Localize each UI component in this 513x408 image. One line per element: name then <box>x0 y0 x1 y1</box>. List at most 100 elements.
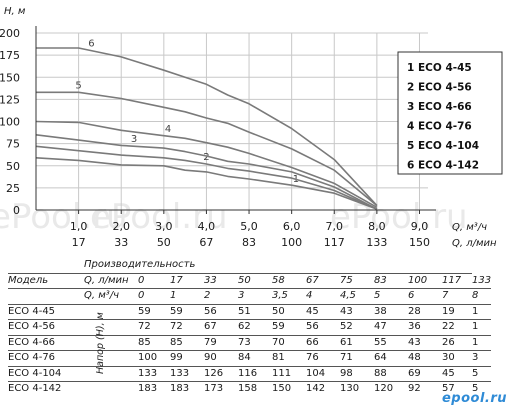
head-value: 73 <box>238 335 272 351</box>
x-tick-label-m3h: 5,0 <box>240 220 258 233</box>
head-value: 85 <box>170 335 204 351</box>
head-value: 52 <box>340 319 374 336</box>
head-value: 45 <box>306 304 340 320</box>
q-m3h-value: 1 <box>170 288 204 305</box>
napor-cell <box>84 335 138 351</box>
legend-entry: ECO 4-142 <box>418 160 479 172</box>
table-row: ECO 4-45 59 59 56 51 50 45 43 38 28 19 1 <box>8 304 492 320</box>
legend-entry: ECO 4-66 <box>418 101 472 113</box>
x-tick-label-m3h: 7,0 <box>326 220 344 233</box>
y-tick-label: 25 <box>6 182 20 195</box>
q-m3h-value: 3 <box>238 288 272 305</box>
head-value: 19 <box>442 304 472 320</box>
head-value: 81 <box>272 350 306 367</box>
y-tick-label: 50 <box>6 160 20 173</box>
x-tick-label-m3h: 8,0 <box>368 220 386 233</box>
grid-lines <box>36 32 428 210</box>
axes-layer: 02550751001251501752001,0172,0333,0504,0… <box>0 6 497 249</box>
napor-label: Напор (H), м <box>95 312 106 374</box>
head-value: 36 <box>408 319 442 336</box>
head-value: 22 <box>442 319 472 336</box>
head-value: 5 <box>472 383 479 395</box>
napor-cell <box>84 382 138 397</box>
head-value: 62 <box>238 319 272 336</box>
q-m3h-label: Q, м³/ч <box>84 288 138 305</box>
head-value: 59 <box>138 304 170 320</box>
head-value: 142 <box>306 383 326 395</box>
x-tick-label-lmin: 83 <box>242 236 256 249</box>
napor-cell <box>84 319 138 336</box>
head-value: 57 <box>442 383 455 395</box>
head-value: 48 <box>408 350 442 367</box>
x-tick-label-m3h: 3,0 <box>155 220 173 233</box>
head-value: 126 <box>204 366 238 382</box>
model-label: Модель <box>8 273 84 289</box>
watermark-text: ePool.ru <box>330 197 468 237</box>
legend: 1 ECO 4-45 2 ECO 4-56 3 ECO 4-66 4 ECO 4-76 5 ECO… <box>397 51 503 175</box>
x-tick-label-m3h: 4,0 <box>198 220 216 233</box>
x-tick-label-lmin: 17 <box>72 236 86 249</box>
head-value: 99 <box>170 350 204 367</box>
legend-entry: ECO 4-104 <box>418 140 479 152</box>
head-value: 183 <box>170 383 190 395</box>
table-row: ECO 4-76 100 99 90 84 81 76 71 64 48 30 3 <box>8 350 492 367</box>
q-m3h-value: 3,5 <box>272 288 306 305</box>
q-lmin-value: 83 <box>374 273 408 289</box>
head-value: 1 <box>472 335 492 351</box>
y-tick-label: 200 <box>0 27 20 40</box>
head-value: 59 <box>170 304 204 320</box>
x-unit-m3h: Q, м³/ч <box>452 222 487 233</box>
y-axis-label: H, м <box>4 6 26 17</box>
legend-entry: ECO 4-45 <box>418 62 472 74</box>
q-m3h-value: 0 <box>138 288 170 305</box>
head-value: 64 <box>374 350 408 367</box>
watermark-text: ePool.ru <box>0 197 128 237</box>
head-value: 56 <box>306 319 340 336</box>
table-row: ECO 4-56 72 72 67 62 59 56 52 47 36 22 1 <box>8 319 492 336</box>
model-name: ECO 4-76 <box>8 350 84 367</box>
q-m3h-row: Q, м³/ч 0 1 2 3 3,5 4 4,5 5 6 7 8 <box>8 288 492 305</box>
y-tick-label: 0 <box>13 204 20 217</box>
head-value: 88 <box>374 366 408 382</box>
legend-number: 2 <box>407 82 414 94</box>
curve-5 <box>36 91 378 207</box>
blank-cell <box>8 258 84 274</box>
head-value: 72 <box>170 319 204 336</box>
head-value: 130 <box>340 383 360 395</box>
x-tick-label-lmin: 133 <box>366 236 387 249</box>
curve-3 <box>35 134 378 210</box>
legend-entry: ECO 4-76 <box>418 121 472 133</box>
head-value: 158 <box>238 383 258 395</box>
head-value: 56 <box>204 304 238 320</box>
legend-number: 6 <box>407 160 414 172</box>
curve-number-label: 4 <box>165 124 171 135</box>
head-value: 71 <box>340 350 374 367</box>
x-tick-label-m3h: 1,0 <box>70 220 88 233</box>
head-value: 43 <box>408 335 442 351</box>
watermark-text: ePool.ru <box>90 197 228 237</box>
q-lmin-value: 50 <box>238 273 272 289</box>
model-name: ECO 4-56 <box>8 319 84 336</box>
x-tick-label-lmin: 150 <box>409 236 430 249</box>
x-tick-label-lmin: 33 <box>114 236 128 249</box>
head-value: 100 <box>138 350 170 367</box>
table-row: ECO 4-66 85 85 79 73 70 66 61 55 43 26 1 <box>8 335 492 351</box>
head-value: 51 <box>238 304 272 320</box>
y-tick-label: 125 <box>0 93 20 106</box>
q-lmin-value: 75 <box>340 273 374 289</box>
legend-number: 5 <box>407 140 414 152</box>
head-value: 45 <box>442 366 472 382</box>
head-value: 38 <box>374 304 408 320</box>
legend-number: 1 <box>407 62 414 74</box>
q-lmin-label: Q, л/мин <box>84 273 138 289</box>
legend-box <box>397 51 503 175</box>
head-value: 85 <box>138 335 170 351</box>
head-value: 1 <box>472 304 492 320</box>
spec-table-wrap: Производительность Модель Q, л/мин 0 17 33 50 5… <box>0 258 513 397</box>
q-lmin-value: 100 <box>408 273 442 289</box>
napor-cell <box>84 366 138 382</box>
head-value: 72 <box>138 319 170 336</box>
model-name: ECO 4-45 <box>8 304 84 320</box>
